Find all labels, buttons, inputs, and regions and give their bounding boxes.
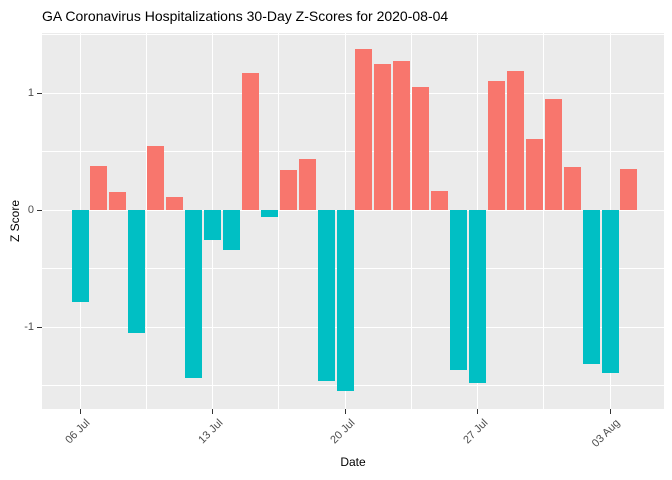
x-minor-gridline — [543, 33, 545, 409]
bar-2020-08-02 — [582, 210, 600, 365]
y-tick-mark — [37, 327, 42, 328]
bar-2020-07-09 — [128, 210, 146, 333]
y-major-gridline — [42, 92, 664, 94]
x-tick-mark — [79, 409, 81, 414]
bar-2020-07-28 — [487, 81, 505, 210]
bar-2020-07-16 — [260, 210, 278, 218]
y-tick-label: 1 — [27, 87, 34, 99]
x-tick-mark — [212, 409, 213, 414]
y-minor-gridline — [42, 151, 664, 152]
bar-2020-07-27 — [469, 210, 487, 384]
y-tick-label: -1 — [24, 321, 34, 333]
bar-2020-07-20 — [336, 210, 354, 392]
bar-2020-07-19 — [317, 210, 335, 381]
x-minor-gridline — [278, 33, 280, 409]
bar-2020-07-30 — [525, 138, 543, 210]
y-tick-label: 0 — [27, 204, 34, 216]
x-tick-mark — [609, 409, 611, 414]
bar-2020-07-25 — [431, 191, 449, 210]
bar-2020-07-21 — [355, 48, 373, 210]
bar-2020-07-18 — [298, 158, 316, 210]
bar-2020-07-14 — [222, 210, 240, 250]
bar-2020-07-13 — [204, 210, 221, 241]
x-tick-mark — [477, 409, 479, 414]
bar-2020-07-29 — [506, 70, 524, 210]
bar-2020-07-12 — [185, 210, 203, 379]
bar-2020-08-04 — [620, 169, 638, 210]
y-tick-mark — [37, 93, 42, 94]
bar-2020-07-06 — [71, 210, 89, 303]
x-minor-gridline — [145, 33, 147, 409]
bar-2020-07-23 — [393, 61, 411, 210]
bar-2020-07-17 — [279, 170, 297, 210]
bar-2020-07-11 — [166, 197, 184, 210]
y-axis-title: Z Score — [8, 200, 22, 243]
y-minor-gridline — [42, 34, 664, 35]
bar-2020-07-08 — [109, 192, 127, 210]
bar-2020-07-31 — [544, 98, 562, 210]
y-tick-mark — [37, 210, 42, 211]
x-tick-mark — [344, 409, 346, 414]
x-minor-gridline — [410, 33, 412, 409]
bar-2020-07-10 — [147, 145, 165, 210]
chart-title: GA Coronavirus Hospitalizations 30-Day Z… — [42, 8, 449, 24]
bar-2020-08-03 — [601, 210, 619, 373]
bar-2020-07-26 — [450, 210, 468, 371]
bar-2020-07-24 — [412, 87, 430, 210]
bar-2020-08-01 — [563, 166, 581, 210]
bar-2020-07-22 — [374, 63, 392, 210]
bar-2020-07-15 — [241, 73, 259, 210]
bar-2020-07-07 — [90, 165, 108, 210]
plot-panel — [42, 33, 664, 409]
x-axis-title: Date — [340, 455, 366, 469]
